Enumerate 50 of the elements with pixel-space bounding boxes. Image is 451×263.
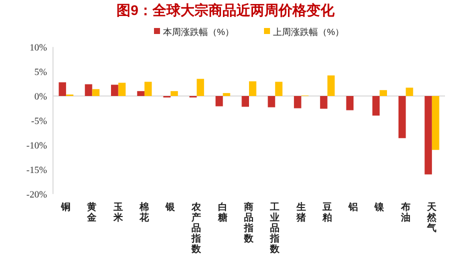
bar <box>268 96 276 108</box>
bar <box>424 96 432 174</box>
bar <box>346 96 354 110</box>
x-tick-label: 棉花 <box>138 201 150 224</box>
chart-title: 图9：全球大宗商品近两周价格变化 <box>116 2 336 18</box>
bar <box>432 96 440 150</box>
x-tick-label: 工业品指数 <box>269 202 282 255</box>
x-tick-label: 铝 <box>348 201 359 213</box>
x-tick-label: 商品指数 <box>243 201 255 244</box>
bar <box>406 88 414 96</box>
y-tick-label: -15% <box>26 166 48 176</box>
bar <box>84 84 92 96</box>
bar <box>242 96 249 107</box>
bar <box>380 90 387 96</box>
x-tick-label: 铜 <box>60 201 72 213</box>
x-tick-label: 生猪 <box>295 201 306 224</box>
x-tick-label: 农产品指数 <box>190 201 203 255</box>
y-tick-label: -5% <box>31 117 48 127</box>
x-tick-label: 黄金 <box>86 201 98 224</box>
legend-label: 本周涨跌幅（%） <box>163 27 234 37</box>
bar <box>137 91 144 96</box>
y-tick-label: -10% <box>26 142 48 152</box>
x-tick-label: 豆粕 <box>321 201 332 224</box>
x-tick-label: 白糖 <box>216 201 228 224</box>
x-tick-label: 玉米 <box>112 202 124 224</box>
x-tick-label: 布油 <box>400 201 411 224</box>
bar <box>275 82 282 96</box>
bar <box>249 81 256 96</box>
bar <box>170 91 178 96</box>
bar <box>118 82 126 96</box>
y-tick-label: 5% <box>34 68 48 78</box>
bar <box>398 96 406 138</box>
x-tick-label: 天然气 <box>426 201 438 234</box>
bar <box>111 84 118 96</box>
y-tick-label: 10% <box>30 44 48 54</box>
y-tick-label: -20% <box>26 190 48 200</box>
bar <box>294 96 302 108</box>
y-tick-label: 0% <box>34 92 48 102</box>
x-tick-label: 镍 <box>374 201 386 213</box>
x-tick-label: 银 <box>164 201 177 213</box>
bar <box>327 75 335 96</box>
bar <box>320 96 328 109</box>
bar <box>92 89 100 96</box>
bar <box>222 93 230 96</box>
bar <box>196 78 204 96</box>
bar <box>58 82 66 96</box>
legend-label: 上周涨跌幅（%） <box>273 27 344 37</box>
bar <box>216 96 223 106</box>
bar <box>372 96 380 116</box>
bar <box>144 82 152 96</box>
